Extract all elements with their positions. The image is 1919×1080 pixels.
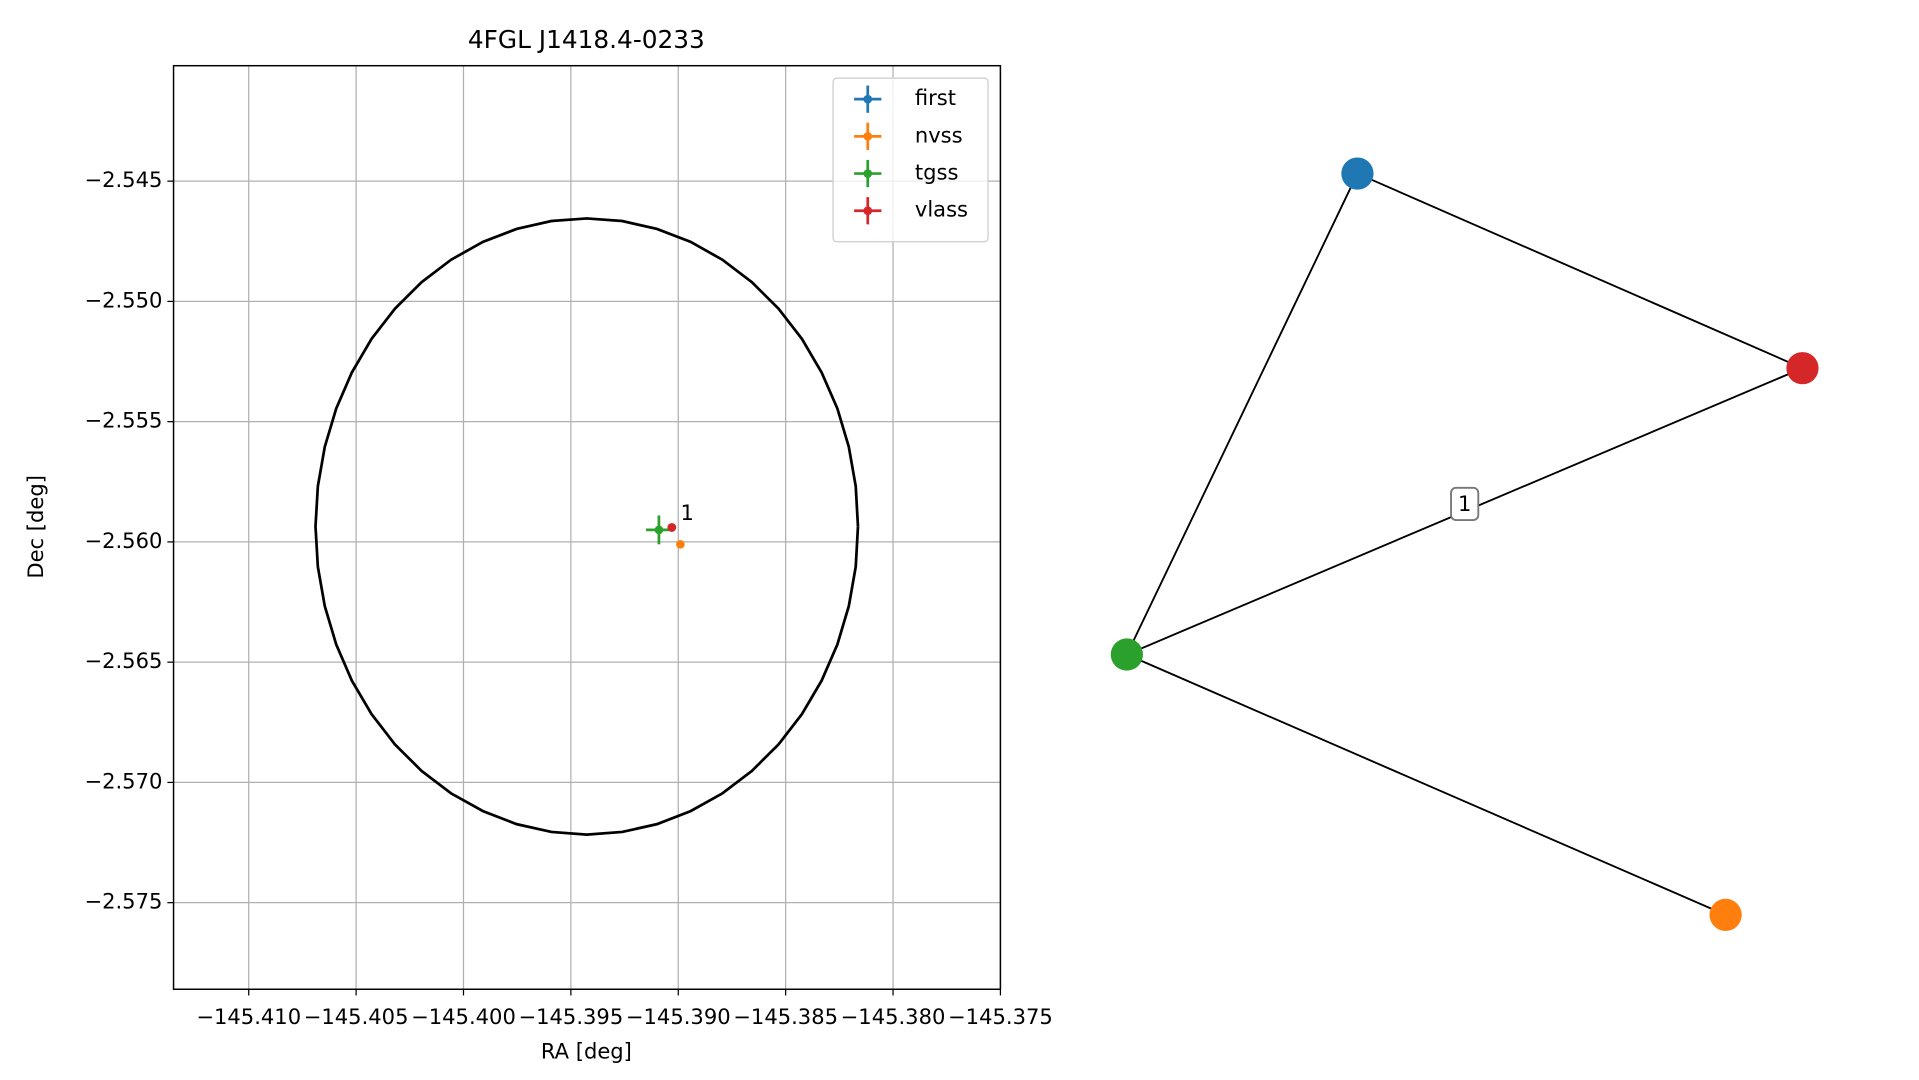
graph-edge (1357, 172, 1803, 370)
point (667, 523, 677, 532)
x-axis-label: RA [deg] (541, 1038, 632, 1063)
graph-node (1110, 638, 1143, 671)
y-tick-label: −2.545 (84, 167, 162, 192)
y-tick-label: −2.560 (84, 528, 162, 553)
x-tick-label: −145.410 (196, 1004, 301, 1029)
graph-node (1709, 898, 1742, 931)
edge-label-box (1450, 486, 1480, 521)
x-tick-label: −145.380 (841, 1004, 946, 1029)
x-tick-label: −145.385 (733, 1004, 838, 1029)
edge-label: 1 (1458, 491, 1471, 516)
x-tick-label: −145.395 (518, 1004, 623, 1029)
annotation: 1 (680, 500, 693, 525)
x-tick-label: −145.405 (304, 1004, 409, 1029)
graph-node (1341, 157, 1374, 190)
legend-marker (863, 132, 873, 141)
legend-box (832, 77, 989, 243)
y-tick-label: −2.565 (84, 648, 162, 673)
x-tick-label: −145.375 (948, 1004, 1053, 1029)
y-tick-label: −2.550 (84, 287, 162, 312)
chart-title: 4FGL J1418.4-0233 (468, 25, 705, 54)
legend-label: first (915, 85, 956, 110)
x-tick-label: −145.390 (626, 1004, 731, 1029)
legend-marker (863, 94, 873, 104)
x-tick-label: −145.400 (411, 1004, 516, 1029)
y-tick-label: −2.575 (84, 889, 162, 914)
graph-edge (1126, 653, 1726, 916)
legend-label: nvss (915, 122, 963, 147)
legend-marker (863, 169, 873, 178)
y-axis-label: Dec [deg] (23, 475, 48, 579)
point (654, 525, 664, 535)
legend-label: tgss (915, 160, 959, 185)
legend-marker (863, 206, 873, 216)
y-tick-label: −2.555 (84, 408, 162, 433)
error-ellipse (314, 217, 860, 837)
graph-node (1786, 352, 1819, 385)
y-tick-label: −2.570 (84, 768, 162, 793)
point (676, 539, 685, 549)
plot-frame (172, 64, 1002, 990)
graph-edge (1126, 173, 1359, 655)
legend-label: vlass (915, 197, 968, 222)
